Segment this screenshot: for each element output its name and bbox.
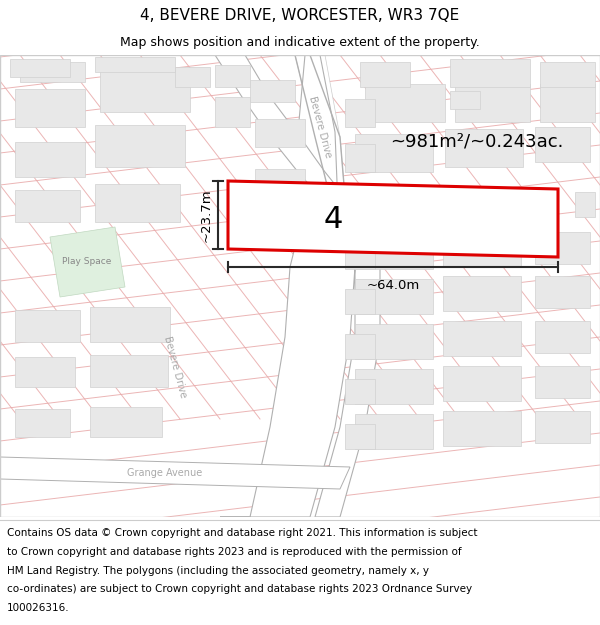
Text: Bevere Drive: Bevere Drive (307, 95, 333, 159)
Text: ~64.0m: ~64.0m (367, 279, 419, 292)
Bar (345, 424, 375, 449)
Bar (90, 407, 162, 437)
Bar (255, 169, 305, 197)
Bar (255, 119, 305, 147)
Bar (345, 289, 375, 314)
Bar (355, 369, 433, 404)
Polygon shape (228, 181, 558, 257)
Bar (250, 80, 295, 102)
Bar (345, 334, 375, 359)
Bar (355, 414, 433, 449)
Text: Play Space: Play Space (62, 258, 112, 266)
Bar (15, 310, 80, 342)
Bar (455, 84, 530, 122)
Bar (443, 231, 521, 266)
Bar (15, 409, 70, 437)
Bar (365, 84, 445, 122)
Bar (345, 99, 375, 127)
Bar (535, 321, 590, 353)
Bar (355, 234, 433, 269)
Bar (355, 279, 433, 314)
Bar (535, 411, 590, 443)
Bar (260, 217, 305, 242)
Bar (10, 59, 70, 77)
Bar (100, 70, 190, 112)
Bar (15, 142, 85, 177)
Bar (90, 355, 168, 387)
Bar (535, 366, 590, 398)
Text: to Crown copyright and database rights 2023 and is reproduced with the permissio: to Crown copyright and database rights 2… (7, 547, 462, 557)
Bar (355, 324, 433, 359)
Bar (345, 244, 375, 269)
Bar (443, 321, 521, 356)
Bar (175, 67, 210, 87)
Bar (535, 127, 590, 162)
Bar (535, 232, 590, 264)
Bar (445, 129, 523, 167)
Text: Bevere Drive: Bevere Drive (162, 335, 188, 399)
Text: 4: 4 (324, 204, 343, 234)
Text: ~981m²/~0.243ac.: ~981m²/~0.243ac. (390, 133, 563, 151)
Polygon shape (298, 55, 338, 232)
Bar (215, 97, 250, 127)
Bar (540, 84, 595, 122)
Bar (443, 411, 521, 446)
Polygon shape (295, 55, 345, 227)
Bar (215, 65, 250, 87)
Text: 4, BEVERE DRIVE, WORCESTER, WR3 7QE: 4, BEVERE DRIVE, WORCESTER, WR3 7QE (140, 8, 460, 23)
Bar (575, 192, 595, 217)
Bar (95, 184, 180, 222)
Bar (345, 144, 375, 172)
Text: Contains OS data © Crown copyright and database right 2021. This information is : Contains OS data © Crown copyright and d… (7, 528, 478, 538)
Bar (20, 62, 85, 82)
Bar (450, 59, 530, 87)
Bar (345, 379, 375, 404)
Text: ~23.7m: ~23.7m (199, 188, 212, 242)
Polygon shape (215, 55, 380, 517)
Bar (15, 357, 75, 387)
Bar (540, 62, 595, 87)
Bar (355, 134, 433, 172)
Polygon shape (50, 227, 125, 297)
Bar (15, 190, 80, 222)
Text: HM Land Registry. The polygons (including the associated geometry, namely x, y: HM Land Registry. The polygons (includin… (7, 566, 429, 576)
Bar (90, 307, 170, 342)
Text: 100026316.: 100026316. (7, 603, 70, 613)
Bar (450, 91, 480, 109)
Bar (443, 276, 521, 311)
Bar (360, 194, 410, 222)
Text: Grange Avenue: Grange Avenue (127, 468, 203, 478)
Text: Map shows position and indicative extent of the property.: Map shows position and indicative extent… (120, 36, 480, 49)
Bar (360, 62, 410, 87)
Bar (443, 366, 521, 401)
Bar (535, 276, 590, 308)
Bar (95, 125, 185, 167)
Text: co-ordinates) are subject to Crown copyright and database rights 2023 Ordnance S: co-ordinates) are subject to Crown copyr… (7, 584, 472, 594)
Bar (95, 57, 175, 72)
Bar (15, 89, 85, 127)
Polygon shape (0, 457, 350, 489)
